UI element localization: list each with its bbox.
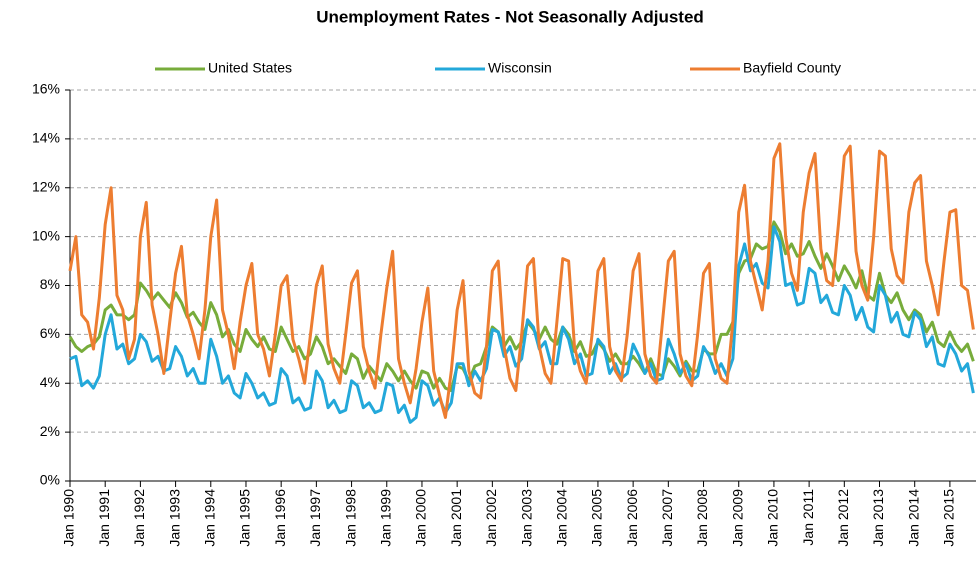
y-tick-label: 12% bbox=[32, 178, 60, 194]
x-tick-label: Jan 1999 bbox=[377, 489, 393, 547]
series-line bbox=[68, 142, 975, 419]
chart-title: Unemployment Rates - Not Seasonally Adju… bbox=[316, 7, 704, 26]
x-tick-label: Jan 2006 bbox=[624, 489, 640, 547]
x-tick-label: Jan 2014 bbox=[905, 489, 921, 547]
y-tick-label: 16% bbox=[32, 81, 60, 97]
x-tick-label: Jan 1993 bbox=[166, 489, 182, 547]
x-tick-label: Jan 2005 bbox=[589, 489, 605, 547]
x-tick-label: Jan 2010 bbox=[765, 489, 781, 547]
x-tick-label: Jan 2004 bbox=[553, 489, 569, 547]
x-tick-label: Jan 1997 bbox=[307, 489, 323, 547]
x-tick-label: Jan 2003 bbox=[518, 489, 534, 547]
x-tick-label: Jan 2011 bbox=[800, 489, 816, 546]
x-tick-label: Jan 1995 bbox=[237, 489, 253, 547]
x-tick-label: Jan 1994 bbox=[201, 489, 217, 547]
y-tick-label: 10% bbox=[32, 227, 60, 243]
x-tick-label: Jan 2002 bbox=[483, 489, 499, 547]
y-tick-label: 0% bbox=[40, 472, 60, 488]
y-tick-label: 4% bbox=[40, 374, 60, 390]
y-tick-label: 2% bbox=[40, 423, 60, 439]
series-line bbox=[69, 225, 975, 424]
legend-label: United States bbox=[208, 60, 292, 76]
y-tick-label: 6% bbox=[40, 325, 60, 341]
x-tick-label: Jan 2013 bbox=[870, 489, 886, 547]
x-tick-label: Jan 2015 bbox=[941, 489, 957, 547]
x-tick-label: Jan 1996 bbox=[272, 489, 288, 547]
x-tick-label: Jan 1992 bbox=[131, 489, 147, 547]
x-tick-label: Jan 2001 bbox=[448, 489, 464, 547]
x-tick-label: Jan 1991 bbox=[96, 489, 112, 547]
y-tick-label: 14% bbox=[32, 130, 60, 146]
legend-label: Bayfield County bbox=[743, 60, 841, 76]
x-tick-label: Jan 1998 bbox=[342, 489, 358, 547]
x-tick-label: Jan 2000 bbox=[413, 489, 429, 547]
legend-label: Wisconsin bbox=[488, 60, 552, 76]
x-tick-label: Jan 2007 bbox=[659, 489, 675, 547]
x-tick-label: Jan 2008 bbox=[694, 489, 710, 547]
y-tick-label: 8% bbox=[40, 276, 60, 292]
x-tick-label: Jan 2012 bbox=[835, 489, 851, 547]
x-tick-label: Jan 2009 bbox=[729, 489, 745, 547]
x-tick-label: Jan 1990 bbox=[61, 489, 77, 547]
